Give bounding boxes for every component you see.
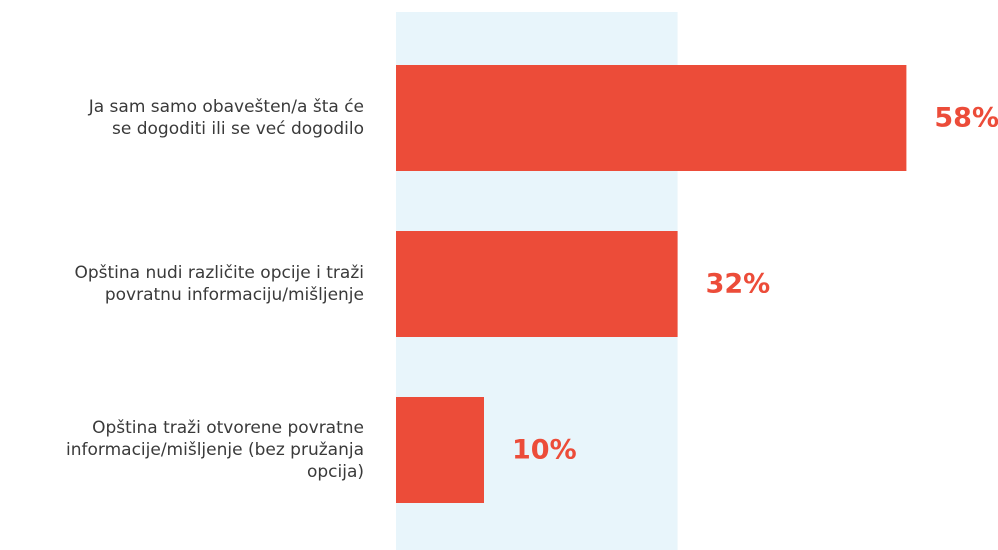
category-label-line: se dogoditi ili se već dogodilo <box>112 119 364 139</box>
category-label-2: Opština nudi različite opcije i traži pov… <box>74 263 364 305</box>
category-label-line: Opština nudi različite opcije i traži <box>74 263 364 283</box>
bars-layer <box>396 65 907 503</box>
labels-layer: 58% Ja sam samo obavešten/a šta će se dogo… <box>66 97 998 482</box>
category-label-3: Opština traži otvorene povratne informaci… <box>66 418 364 482</box>
bar-1 <box>396 65 907 171</box>
bar-2 <box>396 231 678 337</box>
category-label-line: opcija) <box>307 462 364 482</box>
value-label-3: 10% <box>512 435 577 466</box>
category-label-line: informacije/mišljenje (bez pružanja <box>66 440 364 460</box>
category-label-line: povratnu informaciju/mišljenje <box>105 285 364 305</box>
category-label-1: Ja sam samo obavešten/a šta će se dogodit… <box>88 97 364 139</box>
bar-3 <box>396 397 484 503</box>
value-label-1: 58% <box>934 103 998 134</box>
category-label-line: Opština traži otvorene povratne <box>92 418 364 438</box>
value-label-2: 32% <box>706 269 771 300</box>
category-label-line: Ja sam samo obavešten/a šta će <box>88 97 364 117</box>
